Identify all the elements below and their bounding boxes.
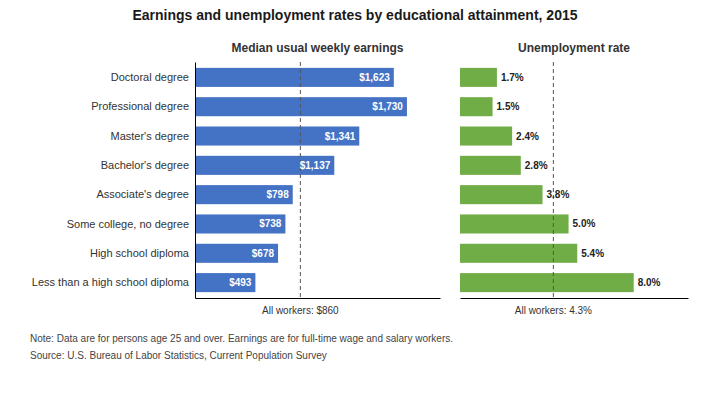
- annotation: Note: Data are for persons age 25 and ov…: [30, 333, 453, 344]
- y-tick-label: Master's degree: [110, 130, 189, 142]
- bar: [460, 273, 634, 292]
- y-axis-line: [195, 63, 196, 299]
- reference-line: [300, 62, 301, 298]
- bar: [195, 273, 255, 292]
- y-tick: Bachelor's degree: [101, 159, 195, 171]
- data-label: $798: [267, 189, 290, 200]
- y-axis: Doctoral degree Professional degree Master…: [32, 63, 196, 299]
- data-label: 3.8%: [547, 189, 570, 200]
- reference-line: [553, 62, 554, 298]
- bar: [195, 214, 285, 233]
- x-axis-line: [461, 298, 689, 299]
- bar: [460, 244, 577, 263]
- y-tick-label: High school diploma: [90, 247, 190, 259]
- data-label: 2.8%: [525, 160, 548, 171]
- bar: [195, 126, 359, 145]
- bar: [195, 156, 334, 175]
- x-axis: [196, 298, 441, 299]
- bar: [460, 214, 569, 233]
- data-label: 5.4%: [581, 248, 604, 259]
- y-tick: Professional degree: [91, 100, 195, 112]
- y-tick: Associate's degree: [96, 188, 195, 200]
- y-tick-label: Professional degree: [91, 100, 189, 112]
- bar: [195, 185, 293, 204]
- y-tick-label: Less than a high school diploma: [32, 276, 190, 288]
- bar: [460, 156, 521, 175]
- data-label: $1,341: [325, 131, 356, 142]
- plot-area: [460, 62, 634, 298]
- data-label: 5.0%: [573, 218, 596, 229]
- chart: Earnings and unemployment rates by educa…: [0, 0, 710, 393]
- reference-label: All workers: 4.3%: [515, 305, 592, 316]
- data-label: 1.7%: [501, 72, 524, 83]
- data-label: $493: [229, 277, 252, 288]
- bar: [460, 68, 497, 87]
- bar: [195, 68, 394, 87]
- y-tick: Some college, no degree: [67, 217, 195, 229]
- title: Earnings and unemployment rates by educa…: [132, 7, 577, 23]
- bar: [195, 97, 407, 116]
- y-tick: Master's degree: [110, 130, 195, 142]
- y-tick: High school diploma: [90, 247, 195, 259]
- bar: [195, 244, 278, 263]
- data-label: $678: [252, 248, 275, 259]
- panel: Median usual weekly earnings All workers:…: [32, 41, 441, 316]
- annotation: Source: U.S. Bureau of Labor Statistics,…: [30, 350, 327, 361]
- y-tick-label: Some college, no degree: [67, 217, 189, 229]
- y-tick: Doctoral degree: [111, 71, 195, 83]
- bar: [460, 185, 543, 204]
- reference-label: All workers: $860: [262, 305, 339, 316]
- y-tick-label: Bachelor's degree: [101, 159, 189, 171]
- data-label: $1,137: [300, 160, 331, 171]
- y-tick-label: Associate's degree: [96, 188, 189, 200]
- data-label: 8.0%: [638, 277, 661, 288]
- bar: [460, 97, 493, 116]
- y-tick: Less than a high school diploma: [32, 276, 195, 288]
- panel-header: Median usual weekly earnings: [231, 41, 403, 55]
- data-label: $1,623: [359, 72, 390, 83]
- panel: Unemployment rate All workers: 4.3% 1.7% 1.…: [460, 41, 689, 316]
- plot-area: [195, 62, 407, 298]
- data-label: 2.4%: [516, 131, 539, 142]
- x-axis-line: [196, 298, 441, 299]
- panel-header: Unemployment rate: [518, 41, 630, 55]
- x-axis: [461, 298, 689, 299]
- y-tick-label: Doctoral degree: [111, 71, 189, 83]
- data-label: $1,730: [372, 101, 403, 112]
- data-label: 1.5%: [497, 101, 520, 112]
- data-label: $738: [259, 218, 282, 229]
- bar: [460, 126, 512, 145]
